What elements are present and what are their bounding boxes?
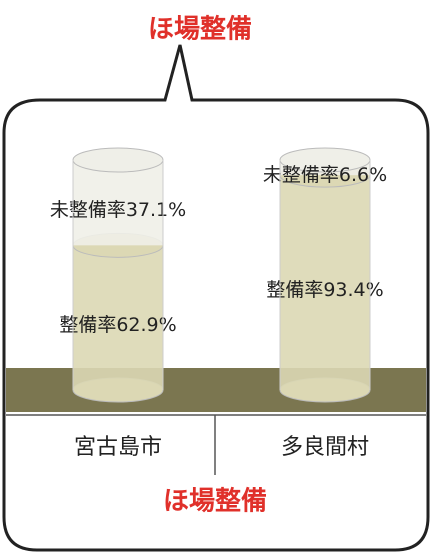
cylinder-segment	[73, 160, 163, 246]
value-label: 整備率62.9%	[59, 314, 176, 336]
x-tick-label: 多良間村	[281, 435, 369, 460]
cylinder-segment	[73, 245, 163, 390]
value-label: 未整備率6.6%	[263, 164, 387, 186]
cylinder-cap	[72, 147, 164, 173]
chart-caption: ほ場整備	[163, 486, 267, 517]
x-tick-label: 宮古島市	[74, 435, 162, 460]
cylinder-segment	[280, 175, 370, 390]
value-label: 未整備率37.1%	[50, 199, 186, 221]
value-label: 整備率93.4%	[266, 279, 383, 301]
chart-title: ほ場整備	[148, 14, 252, 45]
